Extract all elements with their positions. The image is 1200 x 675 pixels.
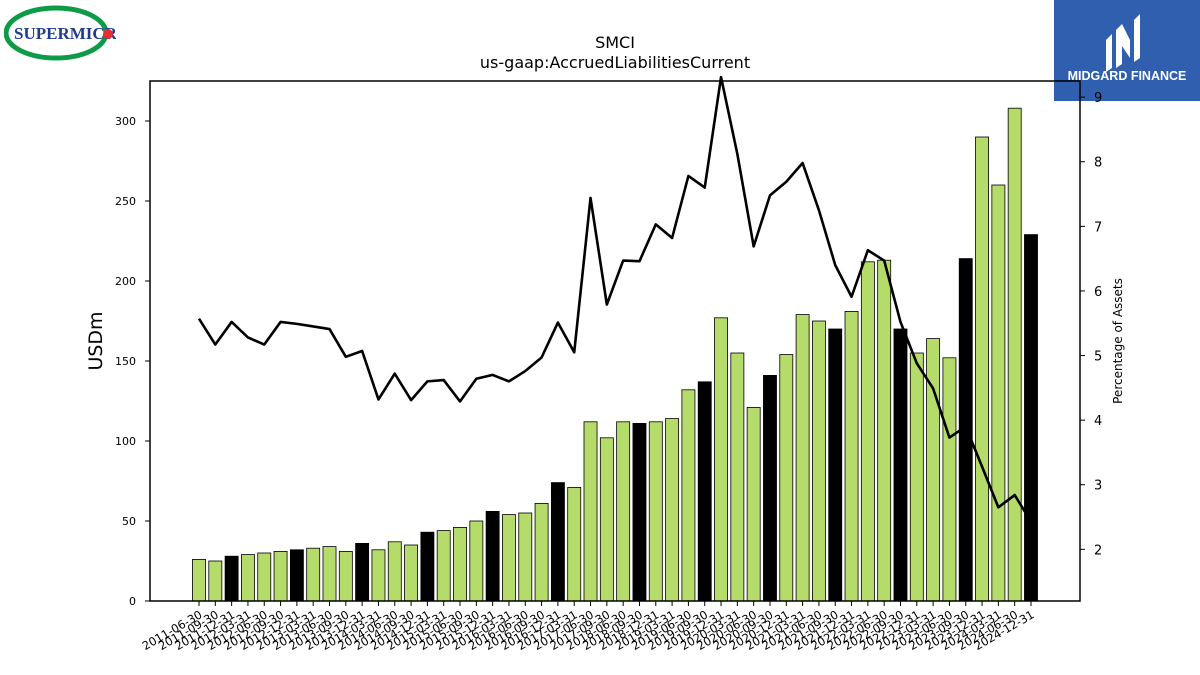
y-tick-label: 100 <box>115 435 136 448</box>
bar <box>1024 234 1038 602</box>
bar <box>648 421 663 602</box>
chart-subtitle: us-gaap:AccruedLiabilitiesCurrent <box>480 53 750 72</box>
y2-tick-label: 5 <box>1094 350 1102 365</box>
bar <box>844 310 859 602</box>
bar <box>453 527 467 602</box>
y-tick-label: 50 <box>122 515 136 528</box>
bar <box>567 486 582 602</box>
y2-tick-label: 7 <box>1094 220 1102 235</box>
y-axis-left: 0 50 100 150 200 250 300 <box>115 115 150 608</box>
bar <box>289 549 304 602</box>
bar <box>1007 107 1022 602</box>
chart-title: SMCI <box>595 33 635 52</box>
bar <box>583 421 598 602</box>
y-tick-label: 300 <box>115 115 136 128</box>
bar <box>763 374 777 602</box>
bar <box>241 554 255 602</box>
bar <box>893 328 908 602</box>
bar <box>404 544 418 602</box>
bar <box>192 559 206 602</box>
bar <box>224 555 239 602</box>
y2-tick-label: 3 <box>1094 479 1102 494</box>
bar <box>991 184 1006 602</box>
bar <box>469 520 484 602</box>
bar <box>926 338 941 602</box>
y2-tick-label: 8 <box>1094 156 1102 171</box>
y-tick-label: 150 <box>115 355 136 368</box>
line-series <box>197 75 1033 523</box>
bar <box>860 261 875 602</box>
bar <box>632 422 647 602</box>
bar <box>485 510 500 602</box>
y-tick-label: 0 <box>129 595 136 608</box>
bar <box>795 314 810 602</box>
bar <box>665 418 680 602</box>
bar <box>420 531 435 602</box>
bar <box>746 406 761 602</box>
y2-axis-label: Percentage of Assets <box>1111 278 1125 404</box>
y2-tick-label: 6 <box>1094 285 1102 300</box>
bar <box>681 389 696 602</box>
bar <box>877 259 892 602</box>
bar <box>942 357 957 602</box>
bar <box>208 560 223 602</box>
bar <box>975 136 989 602</box>
y-tick-label: 250 <box>115 195 136 208</box>
bar <box>550 482 565 602</box>
y2-tick-label: 2 <box>1094 543 1102 558</box>
bar <box>338 551 353 602</box>
bar <box>697 381 712 602</box>
bar <box>371 549 386 602</box>
bar <box>730 352 745 602</box>
midgard-m-icon <box>1106 14 1140 72</box>
bar <box>534 502 549 602</box>
bar-series <box>192 107 1038 602</box>
percentage-of-assets-line <box>197 75 1033 523</box>
bar <box>355 543 370 602</box>
x-axis: 2011-06-302011-09-302011-12-312012-03-31… <box>140 601 1037 653</box>
y-axis-right: 2 3 4 5 6 7 8 9 <box>1080 91 1102 558</box>
y-axis-label: USDm <box>85 311 107 370</box>
bar <box>257 552 272 602</box>
bar <box>273 551 288 602</box>
bar <box>714 317 728 602</box>
supermicro-logo: SUPERMICR <box>3 4 118 62</box>
midgard-finance-text: MIDGARD FINANCE <box>1068 69 1187 83</box>
bar <box>387 541 402 602</box>
bar <box>828 328 843 602</box>
y-tick-label: 200 <box>115 275 136 288</box>
bar <box>599 437 614 602</box>
y2-tick-label: 9 <box>1094 91 1102 106</box>
bar <box>436 530 451 602</box>
midgard-finance-logo: MIDGARD FINANCE <box>1054 0 1200 101</box>
bar <box>909 352 924 602</box>
supermicro-logo-text: SUPERMICR <box>14 24 116 43</box>
bar <box>518 512 533 602</box>
bar <box>322 546 337 602</box>
bar <box>306 547 321 602</box>
plot-frame <box>149 80 1081 602</box>
bar <box>616 421 631 602</box>
bar <box>779 354 794 602</box>
y2-tick-label: 4 <box>1094 414 1102 429</box>
bar <box>812 320 826 602</box>
bar <box>502 514 516 602</box>
